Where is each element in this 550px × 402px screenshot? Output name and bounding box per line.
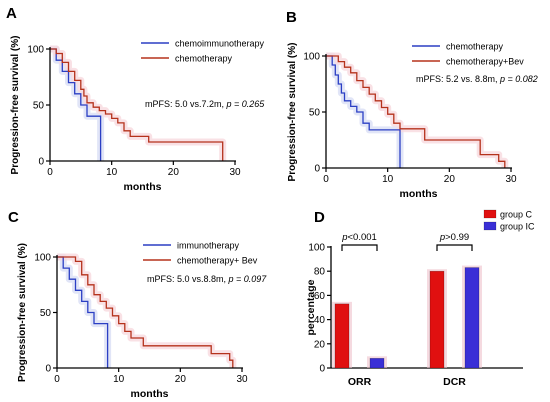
y-tick-label: 0 bbox=[45, 364, 51, 375]
x-tick-label: 10 bbox=[382, 174, 394, 185]
x-axis-label: months bbox=[400, 188, 438, 200]
panel-label: A bbox=[6, 5, 17, 22]
y-tick-label: 0 bbox=[314, 164, 320, 175]
y-tick-label: 50 bbox=[40, 308, 52, 319]
legend-label: chemotherapy+ Bev bbox=[177, 256, 258, 266]
significance-bracket bbox=[341, 244, 378, 251]
x-tick-label: 0 bbox=[47, 167, 53, 178]
y-axis-label: Progression-free survival (%) bbox=[287, 43, 298, 182]
p-value-text: p = 0.097 bbox=[228, 274, 268, 284]
y-tick-label: 100 bbox=[34, 253, 51, 264]
x-tick-label: 10 bbox=[113, 374, 125, 385]
x-tick-label: 0 bbox=[323, 174, 329, 185]
p-value-label: p>0.99 bbox=[439, 232, 469, 243]
y-tick-label: 20 bbox=[314, 339, 326, 350]
y-tick-label: 50 bbox=[309, 108, 321, 119]
panel-label: D bbox=[314, 209, 325, 226]
y-tick-label: 40 bbox=[314, 315, 326, 326]
survival-curve-red bbox=[326, 55, 506, 168]
y-axis-label: Progression-free survival (%) bbox=[10, 36, 21, 175]
panel-label: B bbox=[286, 9, 297, 26]
survival-curve-blue bbox=[326, 55, 401, 168]
legend-label: chemotherapy bbox=[175, 54, 233, 64]
mpfs-annotation: mPFS: 5.0 vs.8.8m, p = 0.097 bbox=[147, 274, 267, 284]
x-tick-label: 30 bbox=[236, 374, 248, 385]
mpfs-text: mPFS: 5.0 vs.7.2m, bbox=[145, 99, 227, 109]
legend-label: group IC bbox=[500, 222, 535, 232]
bar-dcr-group-ic bbox=[464, 267, 480, 369]
y-tick-label: 0 bbox=[38, 157, 44, 168]
p-value-number: <0.001 bbox=[347, 232, 376, 243]
survival-curve-red bbox=[50, 48, 224, 161]
km-panel-c: C 0 10 20 30 0 50 100 months Progression-free sur… bbox=[8, 209, 267, 400]
x-tick-label: 30 bbox=[505, 174, 517, 185]
bar-orr-group-ic bbox=[369, 358, 385, 369]
legend-label: group C bbox=[500, 210, 533, 220]
y-tick-label: 0 bbox=[319, 364, 325, 375]
category-label: ORR bbox=[348, 376, 372, 388]
legend-label: chemotherapy bbox=[446, 42, 504, 52]
mpfs-annotation: mPFS: 5.0 vs.7.2m, p = 0.265 bbox=[145, 99, 265, 109]
y-tick-label: 80 bbox=[314, 267, 326, 278]
y-tick-label: 100 bbox=[303, 52, 320, 63]
y-axis-label: percentage bbox=[305, 279, 317, 335]
p-value-text: p = 0.082 bbox=[499, 74, 538, 84]
mpfs-annotation: mPFS: 5.2 vs. 8.8m, p = 0.082 bbox=[416, 74, 538, 84]
p-value-text: p = 0.265 bbox=[226, 99, 266, 109]
panel-label: C bbox=[8, 209, 19, 226]
x-tick-label: 10 bbox=[106, 167, 118, 178]
legend-label: chemoimmunotherapy bbox=[175, 39, 265, 49]
significance-bracket bbox=[436, 244, 473, 251]
mpfs-text: mPFS: 5.2 vs. 8.8m, bbox=[416, 74, 500, 84]
survival-curve-blue bbox=[57, 256, 109, 368]
y-tick-label: 100 bbox=[27, 45, 44, 56]
p-value-number: >0.99 bbox=[445, 232, 469, 243]
survival-curve-red bbox=[57, 256, 234, 368]
x-tick-label: 20 bbox=[444, 174, 456, 185]
x-tick-label: 20 bbox=[168, 167, 180, 178]
x-axis-label: months bbox=[131, 388, 169, 400]
x-tick-label: 0 bbox=[54, 374, 60, 385]
y-tick-label: 60 bbox=[314, 291, 326, 302]
bar-orr-group-c bbox=[334, 303, 350, 369]
legend-swatch bbox=[483, 221, 497, 231]
mpfs-text: mPFS: 5.0 vs.8.8m, bbox=[147, 274, 229, 284]
x-tick-label: 30 bbox=[229, 167, 241, 178]
bar-dcr-group-c bbox=[429, 270, 445, 369]
p-value-label: p<0.001 bbox=[341, 232, 377, 243]
bar-panel-d: D020406080100percentageORRp<0.001DCRp>0.… bbox=[305, 209, 535, 388]
category-label: DCR bbox=[443, 376, 466, 388]
y-tick-label: 50 bbox=[33, 101, 45, 112]
p-symbol: p bbox=[341, 232, 347, 243]
p-symbol: p bbox=[439, 232, 445, 243]
km-panel-a: A 0 10 20 30 0 50 100 months Progression-free sur… bbox=[6, 5, 265, 193]
x-axis-label: months bbox=[124, 181, 162, 193]
km-panel-b: B 0 10 20 30 0 50 100 months Progression-free sur… bbox=[286, 9, 538, 200]
legend-label: immunotherapy bbox=[177, 241, 240, 251]
legend-swatch bbox=[483, 209, 497, 219]
legend-label: chemotherapy+Bev bbox=[446, 57, 524, 67]
y-axis-label: Progression-free survival (%) bbox=[17, 243, 28, 382]
survival-curve-blue bbox=[50, 48, 102, 161]
x-tick-label: 20 bbox=[175, 374, 187, 385]
y-tick-label: 100 bbox=[308, 243, 325, 254]
